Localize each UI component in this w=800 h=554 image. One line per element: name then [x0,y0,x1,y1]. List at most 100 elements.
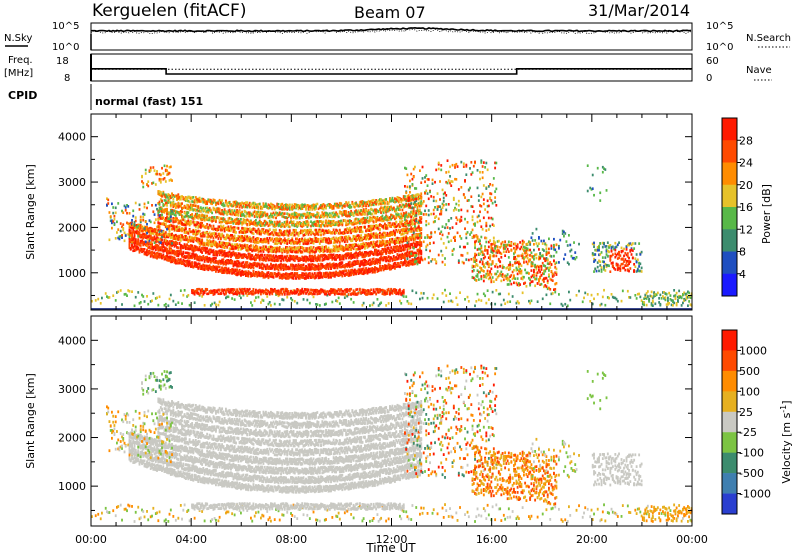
power-cell [183,206,186,209]
power-cell [236,219,239,222]
power-cell [670,299,673,302]
power-cell [485,301,488,305]
power-cell [268,247,271,251]
power-cell [223,204,226,207]
power-cell [199,258,202,262]
beam-title: Beam 07 [354,3,426,22]
power-cell [139,239,142,243]
power-cell [268,249,271,253]
power-cell [181,218,183,221]
power-cell [204,200,207,203]
power-cell [187,211,190,214]
power-cell [313,257,316,260]
power-cell [316,202,319,206]
power-cell [169,223,172,227]
power-cell [191,204,194,207]
power-cell [251,254,254,257]
power-cell [227,243,230,247]
power-cell [333,202,336,206]
power-cell [189,262,192,265]
power-cell [277,256,280,259]
power-cell [241,231,244,234]
power-cell [564,302,567,306]
power-cell [262,258,265,262]
power-cell [372,301,375,305]
power-cell [153,235,156,238]
power-cell [232,203,235,207]
power-cell [262,205,265,208]
power-cell [182,228,185,231]
power-cell [331,237,334,240]
power-cell [335,213,338,217]
power-cell [325,255,327,258]
power-cell [270,245,272,249]
power-cell [177,253,180,256]
power-cell [207,217,210,220]
power-cell [240,236,242,240]
power-cell [326,241,329,244]
power-cell [313,272,316,275]
power-cell [132,226,135,230]
power-cell [635,297,638,300]
power-cell [273,205,276,208]
power-cell [159,233,162,236]
power-cell [131,244,133,247]
power-cell [325,275,327,278]
power-cell [162,253,165,257]
power-cell [322,272,325,275]
power-cell [263,273,266,276]
power-cell [277,221,280,224]
power-cell [550,292,553,296]
power-cell [275,231,277,235]
power-cell [183,255,186,258]
power-cell [271,207,274,211]
power-cell [220,201,222,204]
power-cell [157,253,160,257]
power-cell [166,201,168,205]
power-cell [211,240,214,244]
power-cell [273,259,276,263]
power-cell [178,213,181,216]
power-cell [226,221,229,225]
power-cell [176,236,178,240]
power-cell [323,214,326,218]
power-cell [298,216,301,220]
power-cell [336,202,339,206]
power-cell [263,245,266,249]
power-cell [146,248,148,252]
power-cell [235,238,237,241]
power-cell [250,253,252,257]
power-cell [227,271,230,274]
power-cell [257,210,260,214]
power-cell [288,208,291,211]
power-cell [667,296,669,300]
power-cell [251,228,254,231]
power-cell [203,215,206,219]
power-cell [308,205,311,208]
power-cell [178,202,181,206]
power-cell [132,241,135,244]
power-cell [169,255,172,259]
power-cell [192,229,195,233]
power-cell [288,248,291,252]
power-cell [221,271,224,274]
power-cell [275,249,277,252]
power-cell [221,249,224,253]
power-cell [306,211,309,215]
power-cell [327,229,330,232]
power-cell [246,246,249,250]
power-cell [265,221,267,225]
power-cell [237,255,240,258]
power-cell [247,252,250,256]
power-cell [491,290,494,294]
power-cell [161,247,163,250]
power-cell [243,221,246,224]
power-cell [286,229,289,233]
power-cell [233,272,236,275]
power-cell [628,296,630,299]
power-cell [143,233,146,237]
power-cell [337,273,340,277]
date-title: 31/Mar/2014 [588,1,690,20]
power-cell [475,300,478,303]
power-cell [261,222,264,226]
